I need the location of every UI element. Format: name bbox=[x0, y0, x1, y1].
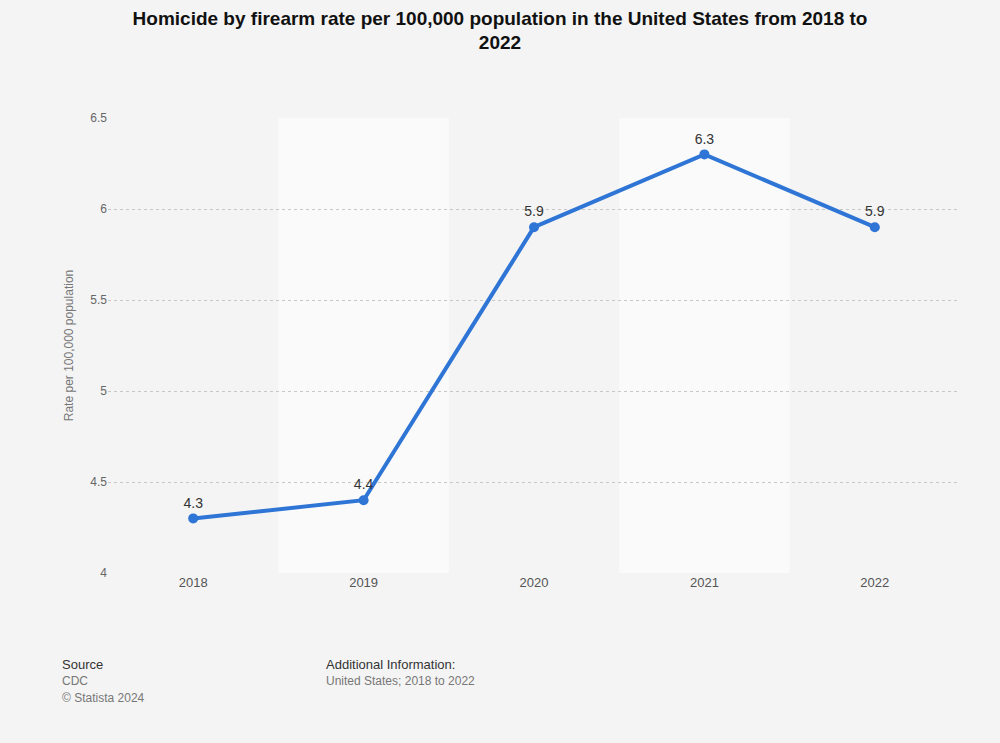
svg-text:4.3: 4.3 bbox=[183, 495, 203, 511]
svg-text:4.4: 4.4 bbox=[354, 476, 374, 492]
svg-text:Additional Information:: Additional Information: bbox=[326, 657, 455, 672]
svg-text:5.9: 5.9 bbox=[524, 203, 544, 219]
svg-text:4.5: 4.5 bbox=[90, 475, 107, 489]
svg-text:Rate per 100,000 population: Rate per 100,000 population bbox=[62, 270, 76, 421]
svg-text:5.5: 5.5 bbox=[90, 293, 107, 307]
svg-text:© Statista 2024: © Statista 2024 bbox=[62, 691, 145, 705]
svg-text:5.9: 5.9 bbox=[865, 203, 885, 219]
svg-text:4: 4 bbox=[100, 566, 107, 580]
svg-text:2022: 2022 bbox=[860, 575, 889, 590]
svg-text:5: 5 bbox=[100, 384, 107, 398]
svg-text:6: 6 bbox=[100, 202, 107, 216]
svg-text:2020: 2020 bbox=[520, 575, 549, 590]
svg-text:6.3: 6.3 bbox=[695, 131, 715, 147]
svg-text:2018: 2018 bbox=[179, 575, 208, 590]
svg-text:6.5: 6.5 bbox=[90, 111, 107, 125]
svg-text:CDC: CDC bbox=[62, 674, 88, 688]
svg-text:2019: 2019 bbox=[349, 575, 378, 590]
svg-text:United States; 2018 to 2022: United States; 2018 to 2022 bbox=[326, 674, 475, 688]
svg-text:Source: Source bbox=[62, 657, 103, 672]
svg-text:2021: 2021 bbox=[690, 575, 719, 590]
svg-text:Homicide by firearm rate per 1: Homicide by firearm rate per 100,000 pop… bbox=[133, 8, 868, 54]
